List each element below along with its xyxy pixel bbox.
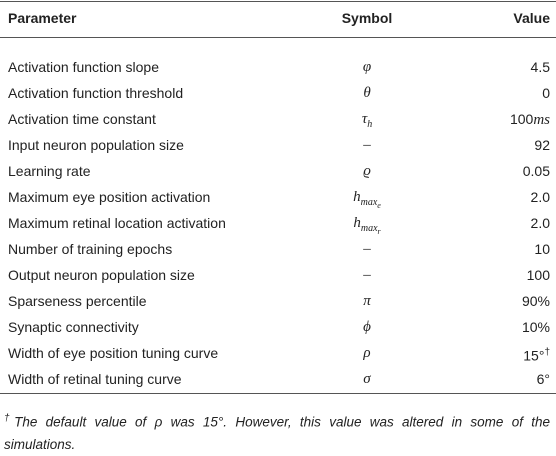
top-rule [0,1,556,2]
value-unit: ms [533,112,550,128]
value-cell: 10 [534,240,550,258]
value-text: 2.0 [530,189,550,205]
symbol-cell: τh [362,110,372,134]
value-cell: 90% [522,292,550,310]
symbol-cell: ϱ [363,162,371,180]
value-text: 10 [534,241,550,257]
symbol-cell: ϕ [363,318,371,336]
parameter-cell: Width of retinal tuning curve [8,371,182,387]
value-cell: 0.05 [523,162,550,180]
header-cell: Symbol [341,10,393,26]
symbol-base: – [363,241,371,257]
symbol-base: τ [361,111,368,127]
symbol-base: ϱ [363,163,371,179]
parameter-cell: Width of eye position tuning curve [8,345,219,361]
symbol-subscript-text: h [367,119,373,130]
parameter-cell: Synaptic connectivity [8,319,139,335]
symbol-cell: – [363,240,371,258]
value-cell: 10% [522,318,550,336]
symbol-cell: φ [363,58,371,76]
parameter-cell: Activation function threshold [8,85,184,101]
value-text: 100 [526,267,550,283]
header-rule [0,37,556,38]
parameter-cell: Number of training epochs [8,241,173,257]
footnote-mark: † [4,413,15,424]
symbol-base: ϕ [363,319,371,335]
symbol-subscript-text: max [360,223,378,234]
header-cell: Parameter [8,10,77,26]
value-text: 6° [536,371,550,387]
parameter-cell: Sparseness percentile [8,293,147,309]
bottom-rule [0,393,556,394]
symbol-subsubscript: r [377,227,381,236]
value-footnote-mark: † [544,347,550,358]
symbol-base: ρ [363,345,371,361]
value-text: 10% [521,319,550,335]
footnote: †The default value of ρ was 15°. However… [4,408,550,456]
symbol-base: h [353,189,361,205]
parameter-cell: Output neuron population size [8,267,195,283]
value-cell: 4.5 [531,58,550,76]
value-text: 92 [534,137,550,153]
symbol-subscript: maxe [360,197,381,210]
value-cell: 15°† [523,344,550,365]
value-text: 90% [521,293,550,309]
symbol-cell: π [363,292,371,310]
symbol-base: σ [363,371,371,387]
symbol-cell: σ [363,370,370,388]
parameter-cell: Activation time constant [8,111,156,127]
parameter-cell: Input neuron population size [8,137,184,153]
symbol-base: – [363,137,371,153]
value-cell: 2.0 [531,214,550,232]
value-text: 0.05 [522,163,550,179]
value-cell: 100 [527,266,550,284]
value-text: 100 [509,111,534,127]
value-text: 15° [523,347,545,364]
symbol-subscript-text: max [360,197,378,208]
value-text: 0 [542,85,550,101]
symbol-cell: θ [363,84,370,102]
value-text: 4.5 [530,59,550,75]
footnote-text: The default value of ρ was 15°. However,… [4,414,551,452]
symbol-cell: hmaxe [353,188,381,215]
parameter-cell: Learning rate [8,163,91,179]
value-cell: 92 [534,136,550,154]
symbol-subscript: maxr [360,223,381,236]
value-text: 2.0 [530,215,550,231]
symbol-base: φ [362,59,372,75]
symbol-cell: – [363,266,371,284]
value-cell: 0 [542,84,550,102]
header-cell: Value [513,10,550,26]
symbol-base: π [363,293,371,309]
symbol-cell: – [363,136,371,154]
value-cell: 100ms [510,110,550,129]
symbol-subsubscript: e [377,201,381,210]
symbol-cell: hmaxr [353,214,380,241]
symbol-subscript: h [367,119,372,130]
value-cell: 2.0 [531,188,550,206]
value-cell: 6° [537,370,550,388]
symbol-base: – [363,267,371,283]
symbol-base: θ [363,85,371,101]
symbol-cell: ρ [363,344,370,362]
parameter-cell: Maximum retinal location activation [8,215,226,231]
symbol-base: h [353,215,361,231]
parameter-cell: Activation function slope [8,59,159,75]
parameter-cell: Maximum eye position activation [8,189,211,205]
